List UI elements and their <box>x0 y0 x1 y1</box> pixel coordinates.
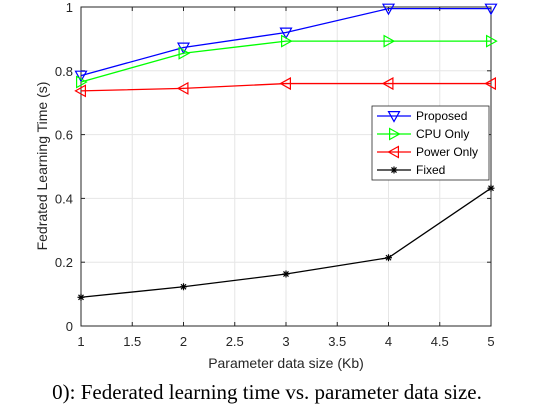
data-point <box>381 77 394 91</box>
data-point <box>484 3 498 16</box>
legend-marker <box>387 145 399 159</box>
data-point <box>484 77 496 91</box>
data-point <box>279 77 291 91</box>
legend-marker <box>390 166 398 174</box>
x-tick-label: 2.5 <box>226 334 244 349</box>
legend-entry: Power Only <box>377 145 478 159</box>
data-point <box>486 34 498 48</box>
legend-entry: Fixed <box>377 163 445 177</box>
legend-entry: Proposed <box>377 109 467 123</box>
x-tick-label: 1 <box>77 334 84 349</box>
data-point <box>279 27 293 40</box>
series-cpu-only <box>75 34 498 89</box>
series-line <box>80 40 491 83</box>
x-tick-label: 5 <box>487 334 494 349</box>
data-point <box>282 270 290 278</box>
series-lines <box>74 3 498 301</box>
legend-label: Proposed <box>416 109 467 123</box>
legend-label: Fixed <box>416 163 445 177</box>
series-line <box>80 82 491 92</box>
x-tick-label: 4 <box>385 334 392 349</box>
legend: Proposed CPU Only Power Only Fixed <box>371 105 490 181</box>
legend-label: CPU Only <box>416 127 469 141</box>
series-line <box>80 7 491 77</box>
x-axis-label: Parameter data size (Kb) <box>208 355 364 371</box>
legend-entry: CPU Only <box>377 127 469 141</box>
legend-marker <box>387 110 401 123</box>
y-tick-label: 0 <box>66 319 73 334</box>
x-tick-label: 3 <box>282 334 289 349</box>
data-point <box>180 283 187 291</box>
legend-marker <box>389 127 401 141</box>
data-point <box>487 184 495 192</box>
data-point <box>281 34 293 48</box>
data-point <box>176 81 189 95</box>
data-point <box>385 254 392 262</box>
data-point <box>75 75 88 89</box>
axis-ticks: 1 1.5 2 2.5 3 3.5 4 4.5 5 0 0.2 0.4 0.6 0.8 1 <box>55 0 495 349</box>
data-point <box>383 34 396 48</box>
data-point <box>74 70 88 83</box>
y-tick-label: 1 <box>66 0 73 15</box>
x-tick-label: 1.5 <box>123 334 141 349</box>
y-tick-label: 0.6 <box>55 128 73 143</box>
series-fixed <box>77 184 495 301</box>
data-point <box>77 293 85 301</box>
legend-label: Power Only <box>416 145 478 159</box>
y-tick-label: 0.8 <box>55 64 73 79</box>
data-point <box>178 46 191 60</box>
x-tick-label: 3.5 <box>328 334 346 349</box>
y-axis-label: Fedrated Learning Time (s) <box>34 82 50 251</box>
y-tick-label: 0.4 <box>55 191 73 206</box>
y-tick-label: 0.2 <box>55 255 73 270</box>
series-power-only <box>74 77 496 98</box>
data-point <box>381 3 396 16</box>
line-chart: 1 1.5 2 2.5 3 3.5 4 4.5 5 0 0.2 0.4 0.6 0.8 1 Paramete… <box>34 0 498 371</box>
data-point <box>74 84 87 98</box>
x-tick-label: 4.5 <box>431 334 449 349</box>
x-tick-label: 2 <box>180 334 187 349</box>
figure-caption: 0): Federated learning time vs. paramete… <box>52 380 482 404</box>
